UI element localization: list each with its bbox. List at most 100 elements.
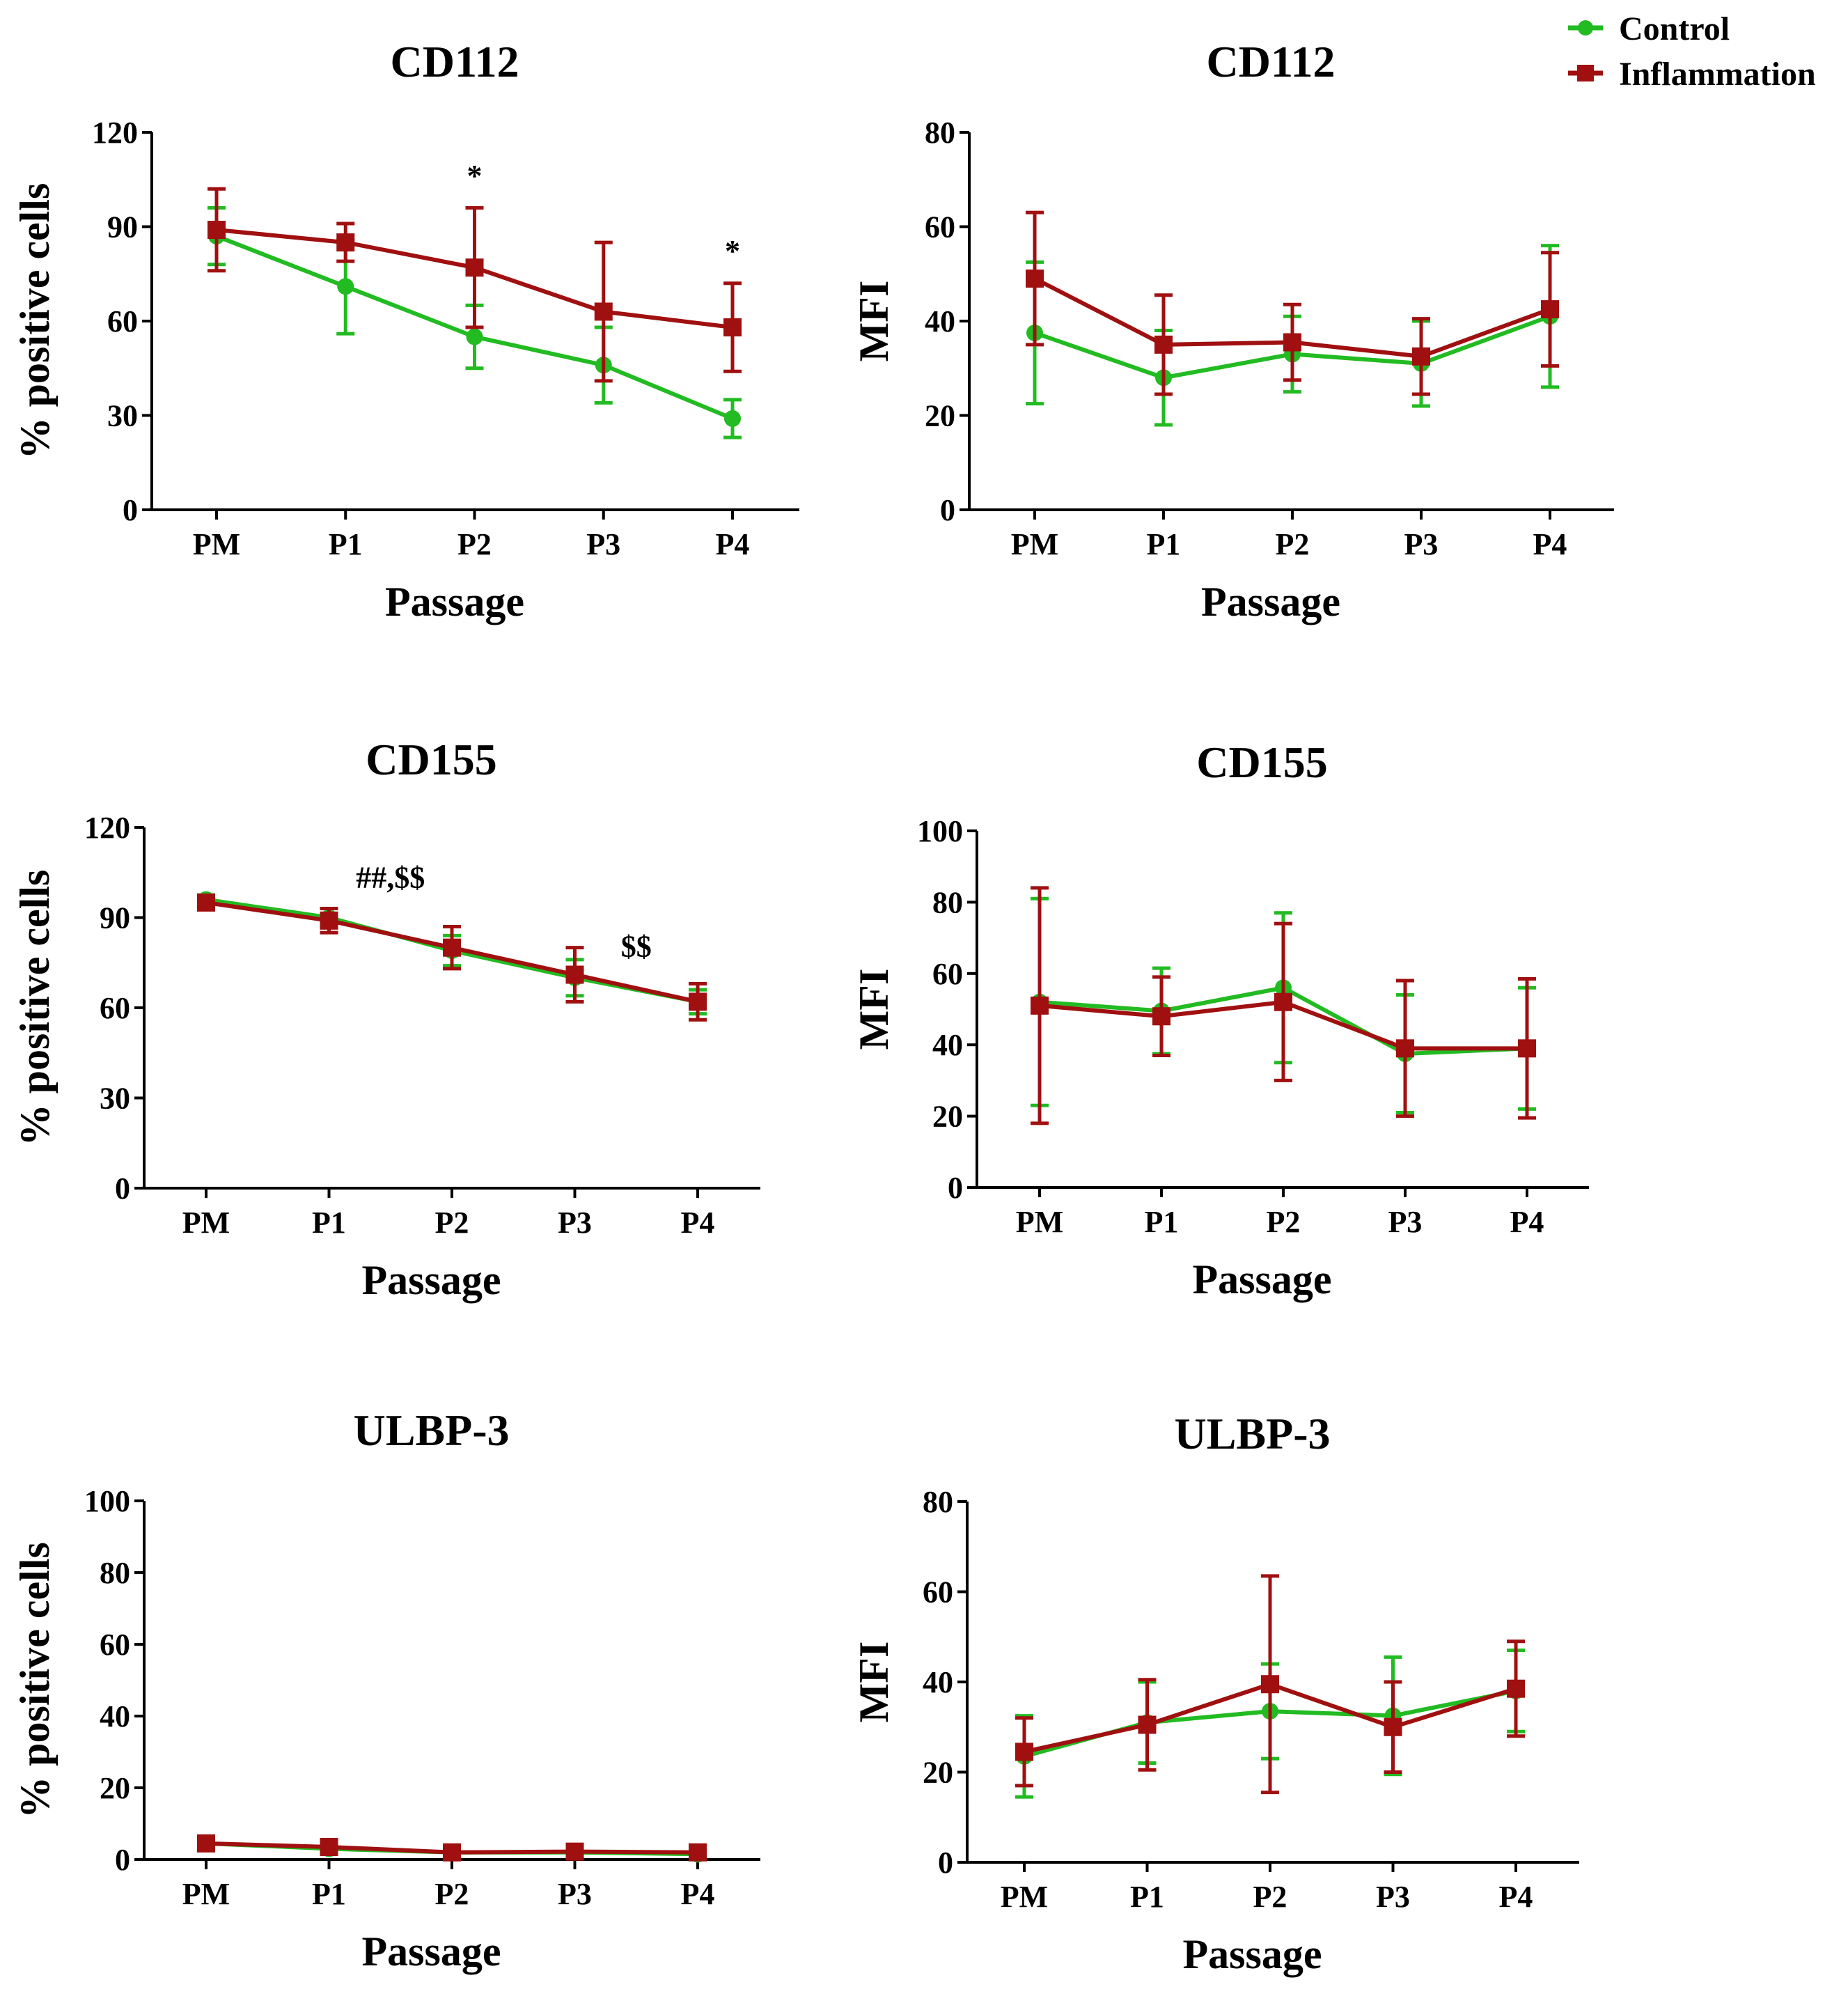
data-point-inflammation: [1138, 1715, 1157, 1734]
x-axis-label: Passage: [1201, 579, 1340, 625]
data-point-inflammation: [320, 1837, 338, 1856]
chart-panel-3: CD155 0 30 60 90 120 PM P1 P2 P3 P4 Passage % positi…: [12, 735, 760, 1303]
y-tick-label: 20: [932, 1100, 963, 1134]
data-point-inflammation: [1412, 347, 1430, 366]
legend-control-marker: [1578, 20, 1593, 36]
y-tick-label: 20: [100, 1771, 130, 1805]
x-tick-label: PM: [1001, 1880, 1048, 1914]
data-point-inflammation: [1031, 996, 1049, 1015]
data-point-inflammation: [1507, 1679, 1525, 1698]
y-tick-label: 0: [948, 1171, 963, 1205]
y-tick-label: 30: [107, 399, 138, 433]
data-point-inflammation: [723, 318, 742, 337]
x-tick-label: P4: [681, 1206, 715, 1240]
data-point-inflammation: [1396, 1039, 1414, 1058]
y-tick-label: 0: [115, 1843, 130, 1877]
data-point-inflammation: [1283, 333, 1301, 352]
x-tick-label: P2: [457, 527, 492, 561]
x-tick-label: P3: [1376, 1880, 1410, 1914]
x-tick-label: P4: [1533, 527, 1567, 561]
legend-inflammation-label: Inflammation: [1619, 56, 1816, 93]
series-inflammation: [1015, 1574, 1525, 1795]
chart-title: CD155: [1196, 738, 1327, 787]
y-axis-label: % positive cells: [12, 870, 58, 1146]
data-point-inflammation: [1152, 1007, 1170, 1026]
data-point-inflammation: [689, 1843, 707, 1862]
x-tick-label: P4: [681, 1877, 715, 1911]
x-tick-label: P2: [1267, 1205, 1301, 1239]
y-tick-label: 100: [84, 1484, 130, 1518]
data-point-inflammation: [443, 938, 461, 957]
data-point-control: [724, 410, 741, 428]
data-point-inflammation: [1261, 1675, 1279, 1694]
chart-title: ULBP-3: [354, 1405, 510, 1455]
y-axis-label: % positive cells: [12, 1542, 58, 1818]
x-tick-label: P1: [312, 1206, 346, 1240]
y-tick-label: 90: [107, 210, 138, 244]
y-tick-label: 40: [925, 304, 955, 338]
significance-annotation: *: [467, 159, 483, 193]
data-point-inflammation: [565, 1842, 584, 1861]
y-tick-label: 0: [940, 493, 955, 527]
series-inflammation: [197, 1834, 707, 1862]
data-point-inflammation: [197, 893, 215, 912]
data-point-inflammation: [197, 1834, 215, 1853]
y-tick-label: 0: [938, 1846, 953, 1880]
series-inflammation: [197, 893, 707, 1022]
y-axis-label: MFI: [851, 281, 897, 362]
data-point-inflammation: [1274, 992, 1292, 1011]
x-tick-label: P1: [1147, 527, 1181, 561]
y-tick-label: 40: [932, 1028, 963, 1062]
x-tick-label: P3: [1404, 527, 1439, 561]
data-point-inflammation: [594, 302, 613, 321]
y-tick-label: 60: [100, 991, 130, 1025]
x-tick-label: PM: [1011, 527, 1058, 561]
legend-entry-inflammation: Inflammation: [1568, 56, 1816, 93]
x-tick-label: P1: [1145, 1205, 1179, 1239]
y-tick-label: 20: [925, 399, 955, 433]
x-axis-label: Passage: [362, 1257, 501, 1303]
x-axis-label: Passage: [1183, 1931, 1322, 1977]
series-inflammation: [207, 187, 742, 383]
x-tick-label: PM: [182, 1877, 230, 1911]
chart-title: CD112: [1207, 37, 1336, 86]
x-tick-label: P4: [1510, 1205, 1544, 1239]
chart-title: ULBP-3: [1175, 1409, 1331, 1458]
data-point-inflammation: [320, 911, 338, 930]
y-tick-label: 120: [92, 116, 138, 150]
data-point-inflammation: [1518, 1039, 1536, 1058]
chart-title: CD112: [391, 37, 519, 86]
chart-panel-4: CD155 0 20 40 60 80 100 PM P1 P2 P3 P4 Passage MFI: [851, 738, 1589, 1302]
y-tick-label: 60: [100, 1628, 130, 1662]
data-point-control: [337, 278, 354, 295]
y-tick-label: 40: [100, 1699, 130, 1733]
series-inflammation: [1026, 210, 1559, 396]
data-point-inflammation: [1026, 270, 1044, 288]
x-axis-label: Passage: [362, 1928, 501, 1974]
data-point-inflammation: [1015, 1743, 1033, 1761]
y-tick-label: 80: [923, 1485, 953, 1519]
x-tick-label: P2: [1253, 1880, 1287, 1914]
x-axis-label: Passage: [1193, 1256, 1332, 1302]
y-tick-label: 90: [100, 901, 130, 935]
legend-inflammation-marker: [1577, 65, 1594, 81]
x-tick-label: PM: [1016, 1205, 1063, 1239]
data-point-inflammation: [1541, 300, 1559, 319]
x-tick-label: PM: [193, 527, 240, 561]
data-point-inflammation: [443, 1843, 461, 1862]
significance-annotation: ##,$$: [356, 860, 425, 894]
significance-annotation: *: [725, 234, 740, 268]
x-tick-label: P4: [1499, 1880, 1533, 1914]
y-tick-label: 60: [925, 210, 955, 244]
data-point-inflammation: [565, 965, 584, 984]
x-tick-label: P3: [558, 1206, 592, 1240]
x-tick-label: P2: [435, 1877, 469, 1911]
y-tick-label: 80: [100, 1556, 130, 1590]
y-tick-label: 0: [115, 1171, 130, 1206]
x-tick-label: P3: [558, 1877, 592, 1911]
x-tick-label: P2: [1276, 527, 1310, 561]
y-tick-label: 20: [923, 1756, 953, 1790]
x-tick-label: P1: [312, 1877, 346, 1911]
x-tick-label: P4: [716, 527, 750, 561]
data-point-inflammation: [1384, 1717, 1402, 1736]
